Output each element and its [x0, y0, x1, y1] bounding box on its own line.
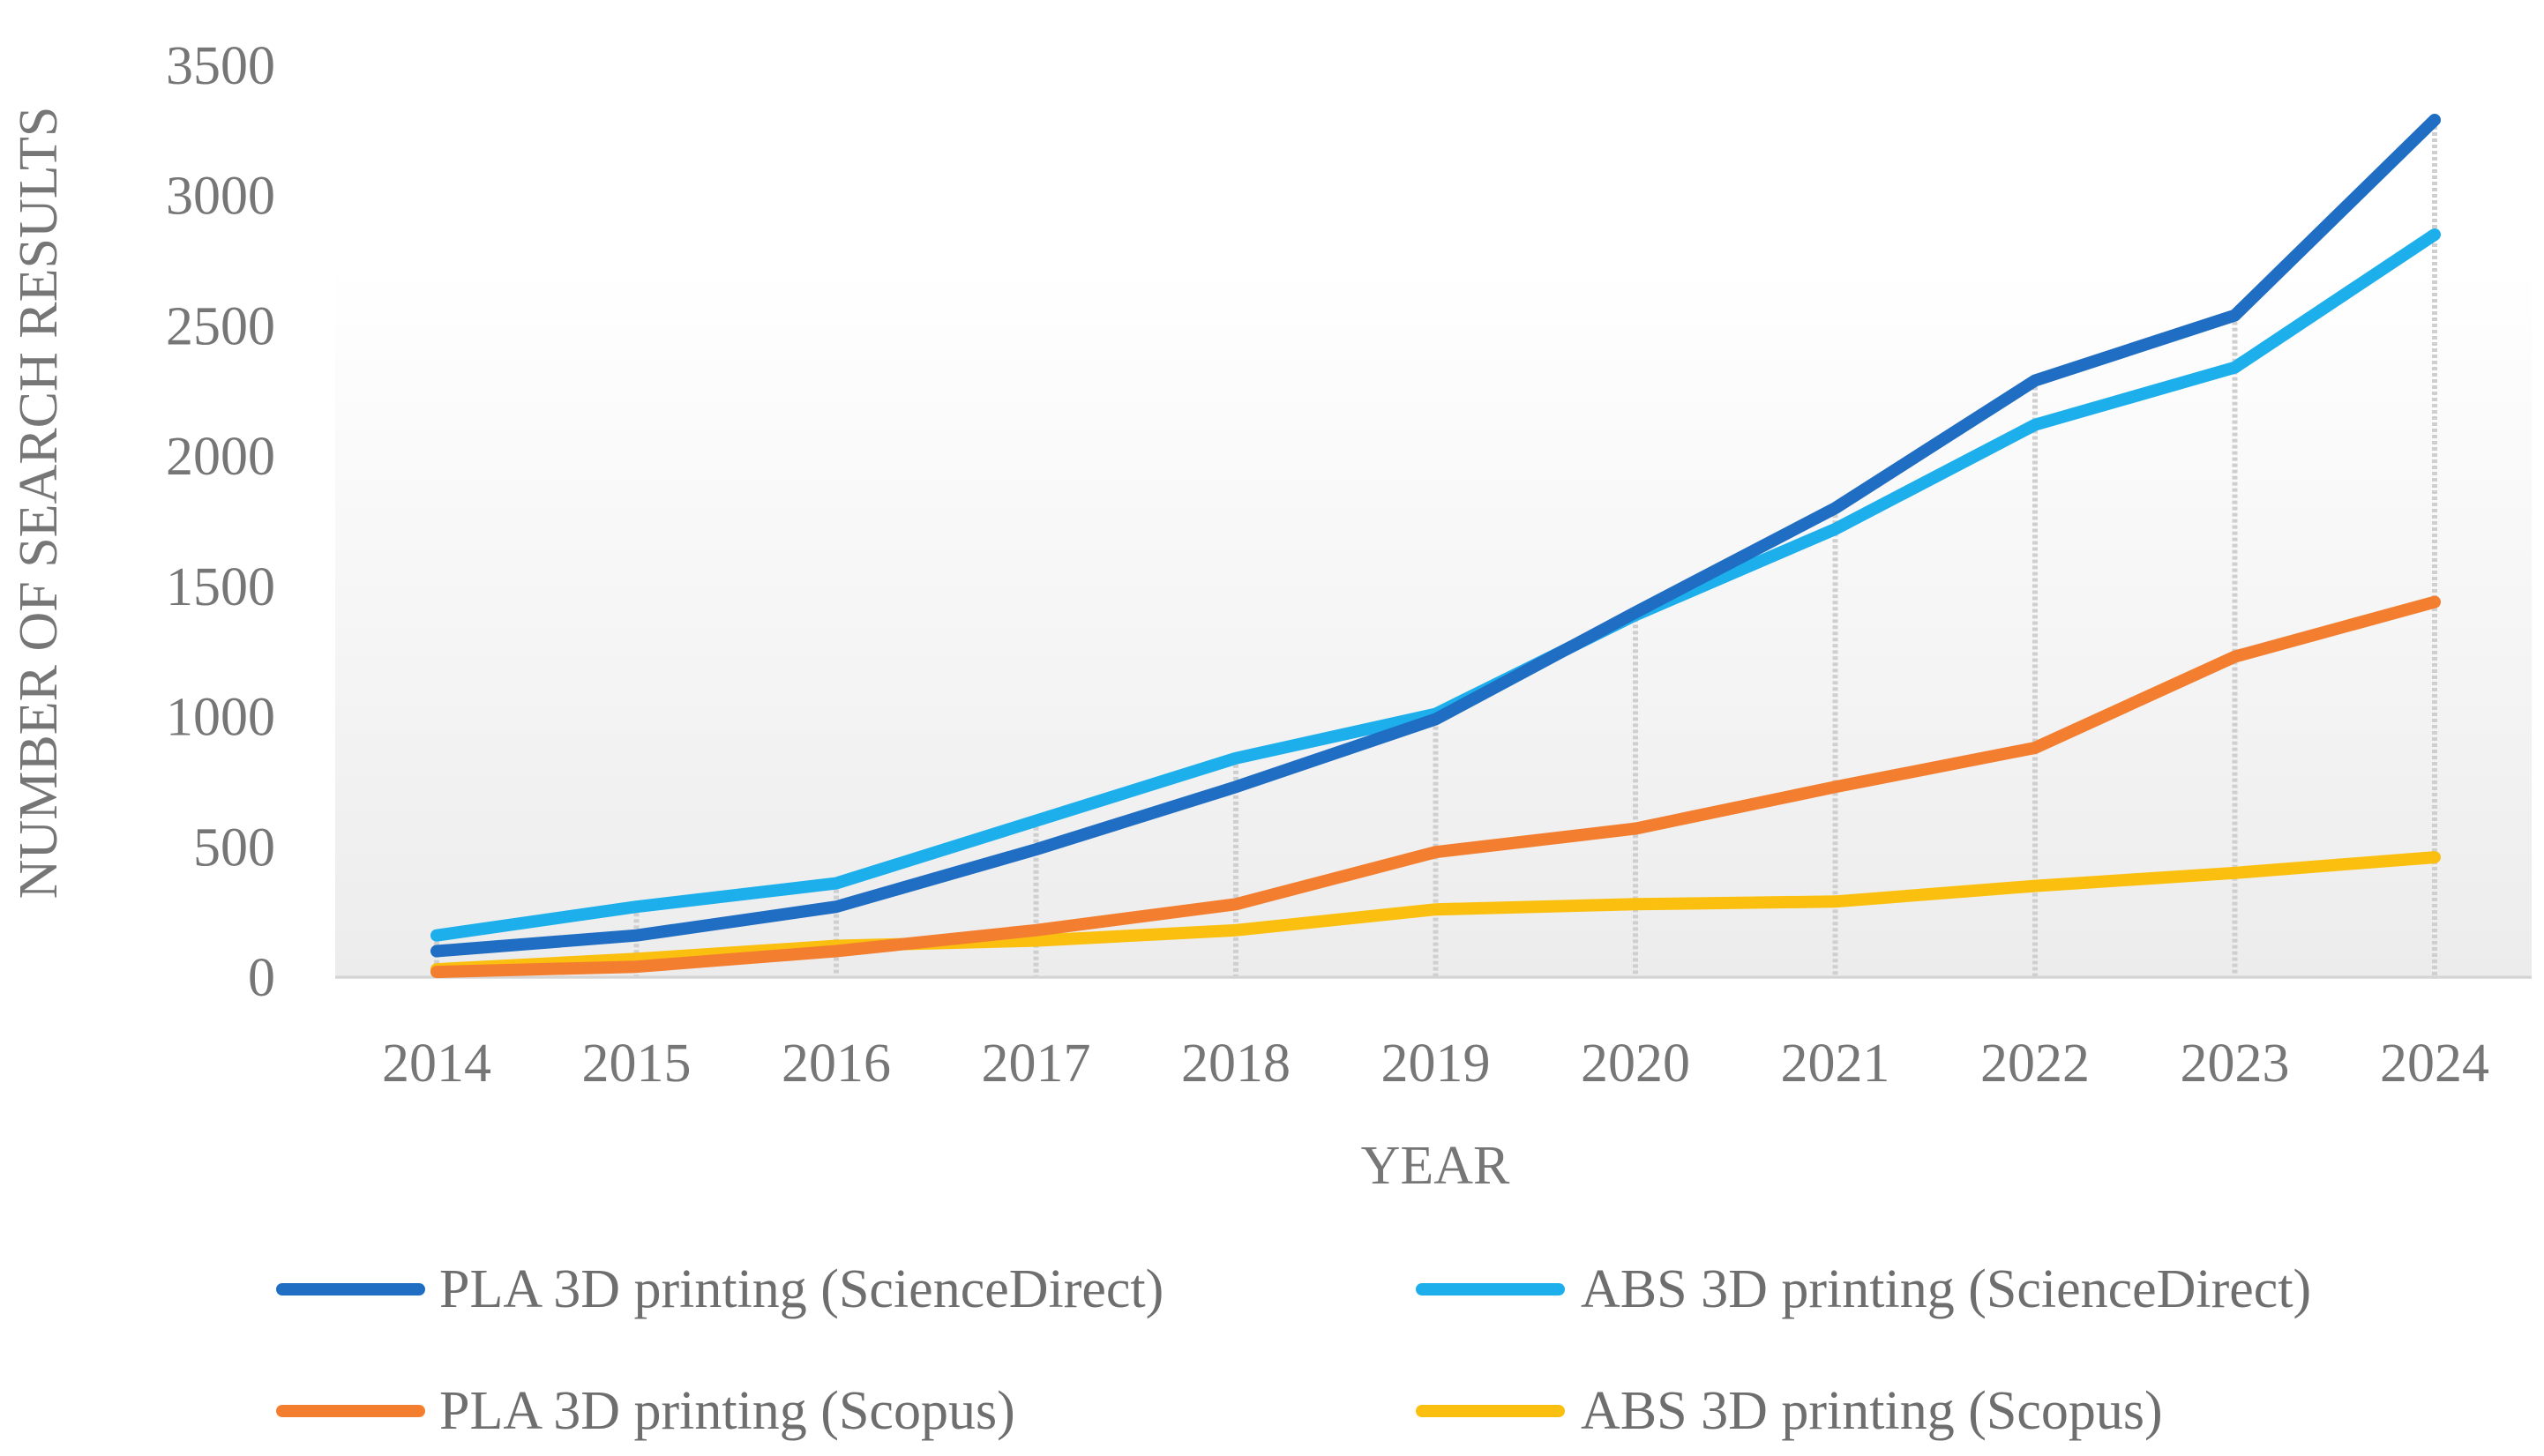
x-tick-label: 2017	[982, 1034, 1091, 1094]
x-tick-label: 2019	[1381, 1034, 1491, 1094]
y-tick-label: 1500	[166, 557, 275, 617]
legend-label-abs-3d-printing-sciencedirect: ABS 3D printing (ScienceDirect)	[1581, 1259, 2311, 1319]
series-lines	[430, 114, 2441, 979]
x-axis-ticks: 2014 2015 2016 2017 2018 2019 2020 2021 2022 2023…	[382, 1034, 2489, 1094]
y-tick-label: 3500	[166, 36, 275, 96]
x-tick-label: 2024	[2380, 1034, 2489, 1094]
y-axis-title: NUMBER OF SEARCH RESULTS	[9, 107, 69, 900]
y-tick-label: 500	[193, 818, 275, 877]
legend-label-abs-3d-printing-scopus: ABS 3D printing (Scopus)	[1581, 1381, 2163, 1441]
legend-label-pla-3d-printing-scopus: PLA 3D printing (Scopus)	[439, 1381, 1015, 1441]
y-tick-label: 0	[248, 948, 275, 1008]
x-tick-label: 2014	[382, 1034, 491, 1094]
x-tick-label: 2016	[782, 1034, 891, 1094]
y-tick-label: 2000	[166, 427, 275, 487]
x-tick-label: 2018	[1181, 1034, 1291, 1094]
x-tick-label: 2015	[582, 1034, 692, 1094]
x-axis-title: YEAR	[1361, 1136, 1510, 1196]
series-line-pla-3d-printing-sciencedirect	[430, 114, 2441, 958]
x-tick-label: 2023	[2181, 1034, 2290, 1094]
y-tick-label: 3000	[166, 167, 275, 227]
y-tick-label: 1000	[166, 688, 275, 748]
legend-label-pla-3d-printing-sciencedirect: PLA 3D printing (ScienceDirect)	[439, 1259, 1164, 1319]
x-tick-label: 2022	[1980, 1034, 2090, 1094]
legend: PLA 3D printing (ScienceDirect) ABS 3D pr…	[276, 1259, 2311, 1441]
series-line-pla-3d-printing-scopus	[430, 595, 2441, 979]
y-tick-label: 2500	[166, 296, 275, 356]
y-axis-ticks: 0 500 1000 1500 2000 2500 3000 3500	[166, 36, 275, 1008]
x-tick-label: 2020	[1581, 1034, 1690, 1094]
x-tick-label: 2021	[1781, 1034, 1890, 1094]
